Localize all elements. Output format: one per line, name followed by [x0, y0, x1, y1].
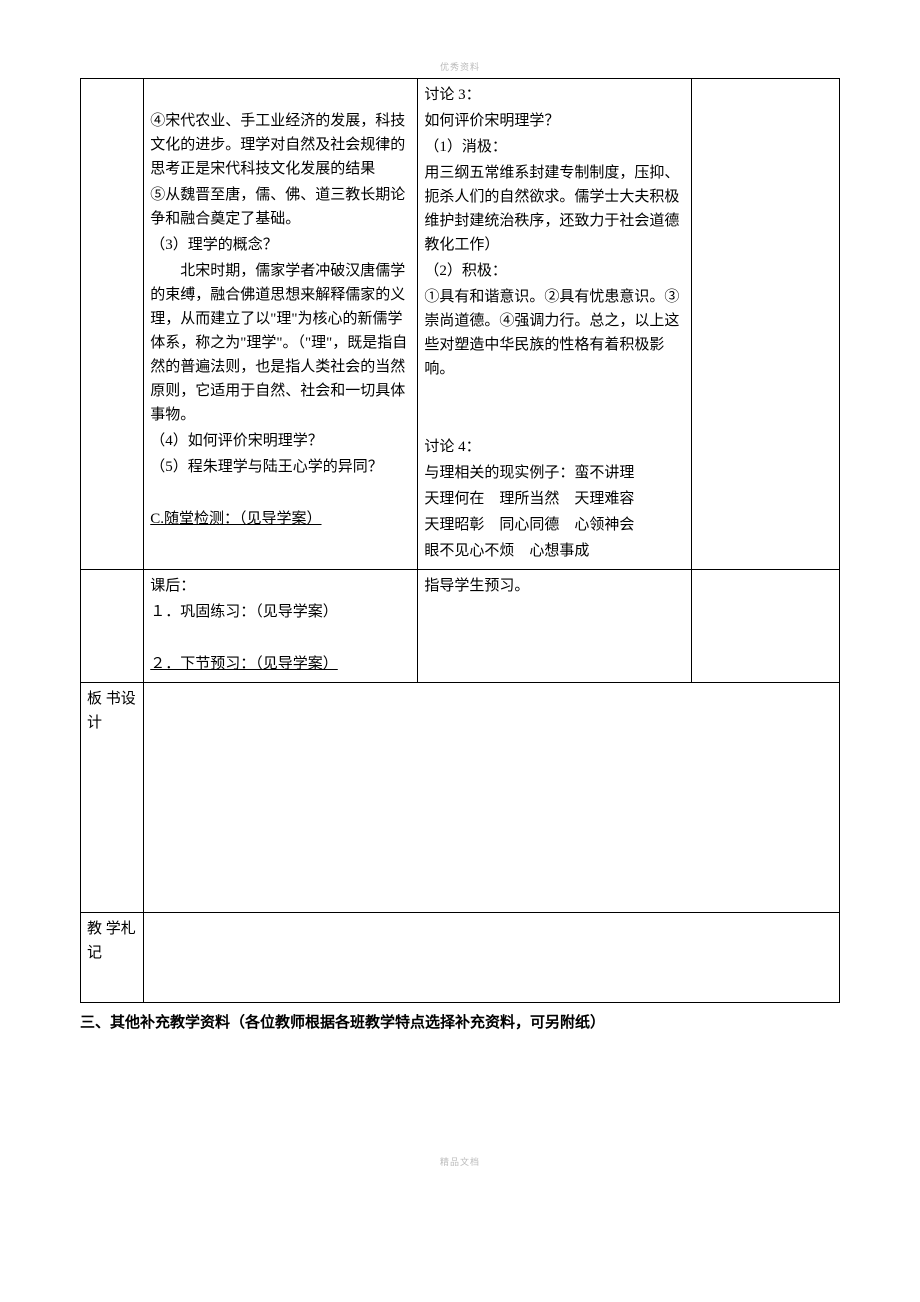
table-row: ④宋代农业、手工业经济的发展，科技文化的进步。理学对自然及社会规律的思考正是宋代… [81, 79, 840, 570]
text: ⑤从魏晋至唐，儒、佛、道三教长期论争和融合奠定了基础。 [150, 183, 411, 231]
text: ④宋代农业、手工业经济的发展，科技文化的进步。理学对自然及社会规律的思考正是宋代… [150, 109, 411, 181]
table-row: 板 书设计 [81, 683, 840, 913]
text: 用三纲五常维系封建专制制度，压抑、扼杀人们的自然欲求。儒学士大夫积极维护封建统治… [424, 161, 685, 257]
text: 天理何在 理所当然 天理难容 [424, 487, 685, 511]
row2-left: 课后： １．巩固练习：（见导学案） ２．下节预习：（见导学案） [144, 570, 418, 683]
footer-watermark: 精品文档 [80, 1155, 840, 1169]
row2-label [81, 570, 144, 683]
text: 天理昭彰 同心同德 心领神会 [424, 513, 685, 537]
text: （4）如何评价宋明理学？ [150, 429, 411, 453]
text: 眼不见心不烦 心想事成 [424, 539, 685, 563]
text: 指导学生预习。 [424, 574, 685, 598]
discussion-4-title: 讨论 4： [424, 435, 685, 459]
row1-left: ④宋代农业、手工业经济的发展，科技文化的进步。理学对自然及社会规律的思考正是宋代… [144, 79, 418, 570]
text: ①具有和谐意识。②具有忧患意识。③崇尚道德。④强调力行。总之，以上这些对塑造中华… [424, 285, 685, 381]
text-underline: ２．下节预习：（见导学案） [150, 656, 338, 672]
table-row: 课后： １．巩固练习：（见导学案） ２．下节预习：（见导学案） 指导学生预习。 [81, 570, 840, 683]
row1-label [81, 79, 144, 570]
discussion-3-title: 讨论 3： [424, 83, 685, 107]
footnote: 三、其他补充教学资料（各位教师根据各班教学特点选择补充资料，可另附纸） [80, 1011, 840, 1035]
row1-mid: 讨论 3： 如何评价宋明理学？ （1）消极： 用三纲五常维系封建专制制度，压抑、… [418, 79, 692, 570]
text: 课后： [150, 574, 411, 598]
text: （5）程朱理学与陆王心学的异同？ [150, 455, 411, 479]
text-underline: C.随堂检测：（见导学案） [150, 511, 321, 527]
text: 如何评价宋明理学？ [424, 109, 685, 133]
header-watermark: 优秀资料 [80, 60, 840, 74]
text: （3）理学的概念？ [150, 233, 411, 257]
text: 与理相关的现实例子：蛮不讲理 [424, 461, 685, 485]
row3-label: 板 书设计 [81, 683, 144, 913]
row4-label: 教 学札记 [81, 913, 144, 1003]
text: １．巩固练习：（见导学案） [150, 600, 411, 624]
lesson-plan-table: ④宋代农业、手工业经济的发展，科技文化的进步。理学对自然及社会规律的思考正是宋代… [80, 78, 840, 1003]
row2-mid: 指导学生预习。 [418, 570, 692, 683]
row1-right [692, 79, 840, 570]
text: 北宋时期，儒家学者冲破汉唐儒学的束缚，融合佛道思想来解释儒家的义理，从而建立了以… [150, 259, 411, 427]
text: （1）消极： [424, 135, 685, 159]
row2-right [692, 570, 840, 683]
text: （2）积极： [424, 259, 685, 283]
table-row: 教 学札记 [81, 913, 840, 1003]
row3-content [144, 683, 840, 913]
row4-content [144, 913, 840, 1003]
